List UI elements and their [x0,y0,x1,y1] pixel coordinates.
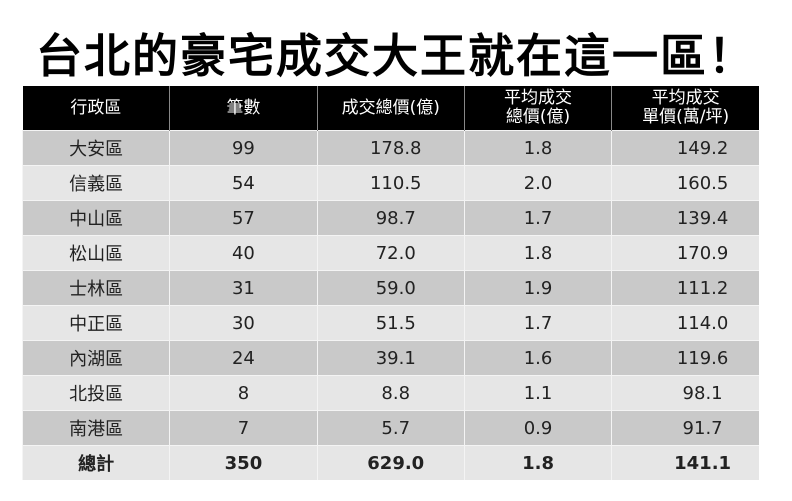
value-cell: 1.8 [463,130,612,166]
header-row: 行政區 筆數 成交總價(億) 平均成交 總價(億) 平均成交 單價(萬/坪) [22,86,759,131]
value-cell: 0.9 [463,410,612,446]
column-header-text: 行政區 [70,97,122,118]
column-header: 平均成交 總價(億) [463,86,612,131]
value-cell: 1.8 [463,445,612,480]
table-row: 中山區 57 98.7 1.7 139.4 [21,200,759,236]
value-cell: 5.7 [316,410,465,446]
value-cell: 178.8 [316,130,465,166]
table-row: 松山區 40 72.0 1.8 170.9 [21,235,759,271]
value-cell: 59.0 [316,270,465,306]
district-cell: 中正區 [21,305,170,341]
value-cell: 1.1 [463,375,612,411]
district-cell: 北投區 [21,375,170,411]
value-cell: 1.8 [463,235,612,271]
value-cell: 119.6 [611,340,759,376]
column-header-text: 平均成交 [651,88,720,108]
value-cell: 99 [169,130,318,166]
value-cell: 30 [169,305,318,341]
value-cell: 91.7 [611,410,759,446]
value-cell: 51.5 [316,305,465,341]
column-header: 筆數 [169,86,318,131]
data-table: 行政區 筆數 成交總價(億) 平均成交 總價(億) 平均成交 單價(萬/坪) 大安區 99 17… [21,86,759,480]
district-cell: 內湖區 [21,340,170,376]
value-cell: 98.7 [316,200,465,236]
district-cell: 信義區 [21,165,170,201]
value-cell: 31 [169,270,318,306]
column-header: 平均成交 單價(萬/坪) [611,86,759,131]
table-row: 士林區 31 59.0 1.9 111.2 [21,270,759,306]
value-cell: 110.5 [316,165,465,201]
column-header: 成交總價(億) [316,86,465,131]
value-cell: 72.0 [316,235,465,271]
value-cell: 1.7 [463,200,612,236]
district-cell: 松山區 [21,235,170,271]
value-cell: 160.5 [611,165,759,201]
value-cell: 57 [169,200,318,236]
value-cell: 1.7 [463,305,612,341]
column-header-text: 成交總價(億) [341,97,440,118]
value-cell: 149.2 [611,130,759,166]
district-cell: 中山區 [21,200,170,236]
value-cell: 141.1 [611,445,759,480]
column-header-text: 總價(億) [505,107,571,127]
value-cell: 139.4 [611,200,759,236]
table-row: 中正區 30 51.5 1.7 114.0 [21,305,759,341]
table-row: 信義區 54 110.5 2.0 160.5 [21,165,759,201]
value-cell: 170.9 [611,235,759,271]
value-cell: 350 [169,445,318,480]
value-cell: 1.9 [463,270,612,306]
total-row: 總計 350 629.0 1.8 141.1 [21,445,759,480]
column-header: 行政區 [22,86,170,131]
value-cell: 8 [169,375,318,411]
value-cell: 98.1 [611,375,759,411]
column-header-text: 平均成交 [504,88,573,108]
value-cell: 7 [169,410,318,446]
value-cell: 8.8 [316,375,465,411]
table-row: 南港區 7 5.7 0.9 91.7 [21,410,759,446]
district-cell: 大安區 [21,130,170,166]
value-cell: 1.6 [463,340,612,376]
table-row: 大安區 99 178.8 1.8 149.2 [21,130,759,166]
district-cell: 南港區 [21,410,170,446]
district-cell: 士林區 [21,270,170,306]
district-cell: 總計 [21,445,170,480]
value-cell: 24 [169,340,318,376]
value-cell: 2.0 [463,165,612,201]
value-cell: 54 [169,165,318,201]
column-header-text: 單價(萬/坪) [642,107,730,127]
value-cell: 40 [169,235,318,271]
value-cell: 39.1 [316,340,465,376]
value-cell: 111.2 [611,270,759,306]
page-title: 台北的豪宅成交大王就在這一區！ [36,29,756,83]
column-header-text: 筆數 [226,97,261,118]
table-row: 北投區 8 8.8 1.1 98.1 [21,375,759,411]
table-row: 內湖區 24 39.1 1.6 119.6 [21,340,759,376]
value-cell: 114.0 [611,305,759,341]
value-cell: 629.0 [316,445,465,480]
